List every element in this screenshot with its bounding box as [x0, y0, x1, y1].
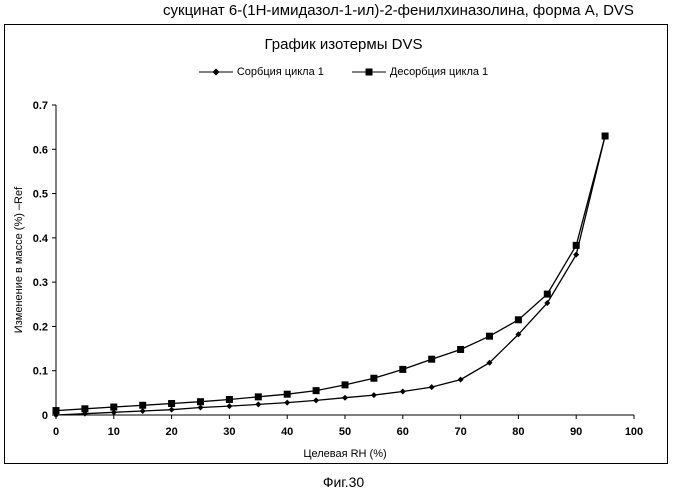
series-line-desorption [56, 136, 605, 411]
desorption-data-point [602, 133, 609, 140]
x-tick-label: 60 [397, 426, 409, 438]
x-tick-label: 0 [53, 426, 59, 438]
y-tick-label: 0.6 [33, 144, 48, 156]
desorption-data-point [139, 402, 146, 409]
desorption-data-point [53, 407, 60, 414]
sorption-data-point [458, 377, 464, 383]
x-tick-label: 90 [570, 426, 582, 438]
desorption-data-point [226, 396, 233, 403]
sorption-data-point [255, 401, 261, 407]
desorption-data-point [457, 346, 464, 353]
x-tick-label: 30 [223, 426, 235, 438]
sorption-data-point [573, 252, 579, 258]
desorption-data-point [284, 391, 291, 398]
desorption-data-point [81, 405, 88, 412]
sorption-data-point [429, 384, 435, 390]
x-tick-label: 20 [165, 426, 177, 438]
y-axis-title: Изменение в массе (%) –Ref [13, 186, 25, 333]
y-tick-label: 0.3 [33, 277, 48, 289]
desorption-data-point [342, 381, 349, 388]
desorption-data-point [255, 393, 262, 400]
y-tick-label: 0.2 [33, 321, 48, 333]
desorption-data-point [197, 398, 204, 405]
sorption-data-point [198, 404, 204, 410]
desorption-data-point [486, 333, 493, 340]
sorption-data-point [342, 395, 348, 401]
figure-caption: Фиг.30 [0, 474, 687, 490]
sorption-data-point [313, 397, 319, 403]
y-tick-label: 0.7 [33, 100, 48, 112]
x-tick-label: 100 [625, 426, 643, 438]
sorption-data-point [169, 407, 175, 413]
desorption-data-point [399, 366, 406, 373]
series-line-sorption [56, 136, 605, 415]
y-tick-label: 0 [42, 410, 48, 422]
y-tick-label: 0.1 [33, 366, 48, 378]
x-axis-title: Целевая RH (%) [303, 448, 386, 460]
sorption-data-point [226, 403, 232, 409]
x-tick-label: 40 [281, 426, 293, 438]
sorption-data-point [284, 400, 290, 406]
desorption-data-point [428, 356, 435, 363]
desorption-data-point [544, 291, 551, 298]
sorption-data-point [140, 408, 146, 414]
desorption-data-point [515, 316, 522, 323]
sorption-data-point [400, 389, 406, 395]
x-tick-label: 80 [512, 426, 524, 438]
desorption-data-point [168, 400, 175, 407]
sorption-data-point [371, 392, 377, 398]
x-tick-label: 70 [454, 426, 466, 438]
x-tick-label: 10 [108, 426, 120, 438]
desorption-data-point [313, 387, 320, 394]
desorption-data-point [110, 404, 117, 411]
desorption-data-point [573, 242, 580, 249]
y-tick-label: 0.5 [33, 189, 48, 201]
y-tick-label: 0.4 [33, 233, 49, 245]
x-tick-label: 50 [339, 426, 351, 438]
desorption-data-point [370, 375, 377, 382]
